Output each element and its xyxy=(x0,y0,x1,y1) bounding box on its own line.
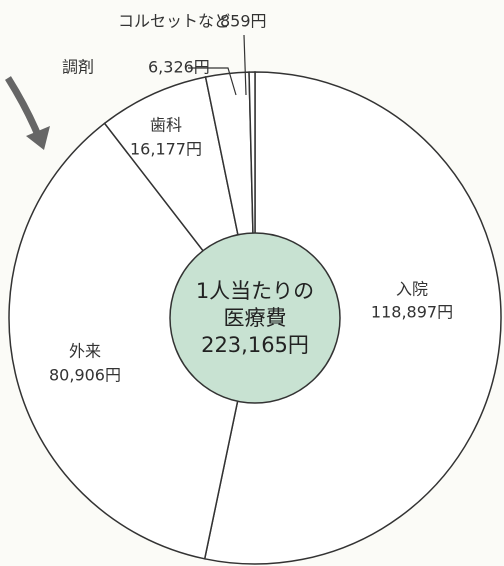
pie-slice xyxy=(8,122,256,560)
slice-value-label: 80,906円 xyxy=(49,366,121,385)
slice-name: コルセットなど xyxy=(118,12,230,31)
center-circle xyxy=(169,232,341,404)
pie-slice xyxy=(203,71,502,565)
slice-name: 歯科 xyxy=(150,116,182,135)
slice-value-label: 118,897円 xyxy=(371,303,453,322)
center-value: 223,165円 xyxy=(201,333,309,357)
slice-value-label: 6,326円 xyxy=(148,58,210,77)
arrow-head xyxy=(26,126,50,150)
leader-line xyxy=(243,34,247,96)
slice-name: 外来 xyxy=(69,342,101,361)
center-text: 医療費 xyxy=(224,306,287,330)
leader-line xyxy=(188,67,237,96)
slice-value-label: 16,177円 xyxy=(130,140,202,159)
slice-name: 調剤 xyxy=(62,58,94,77)
center-text: 1人当たりの xyxy=(196,279,314,303)
slice-name: 入院 xyxy=(396,280,428,299)
slice-value-label: 859円 xyxy=(220,12,267,31)
arrow xyxy=(5,76,44,142)
